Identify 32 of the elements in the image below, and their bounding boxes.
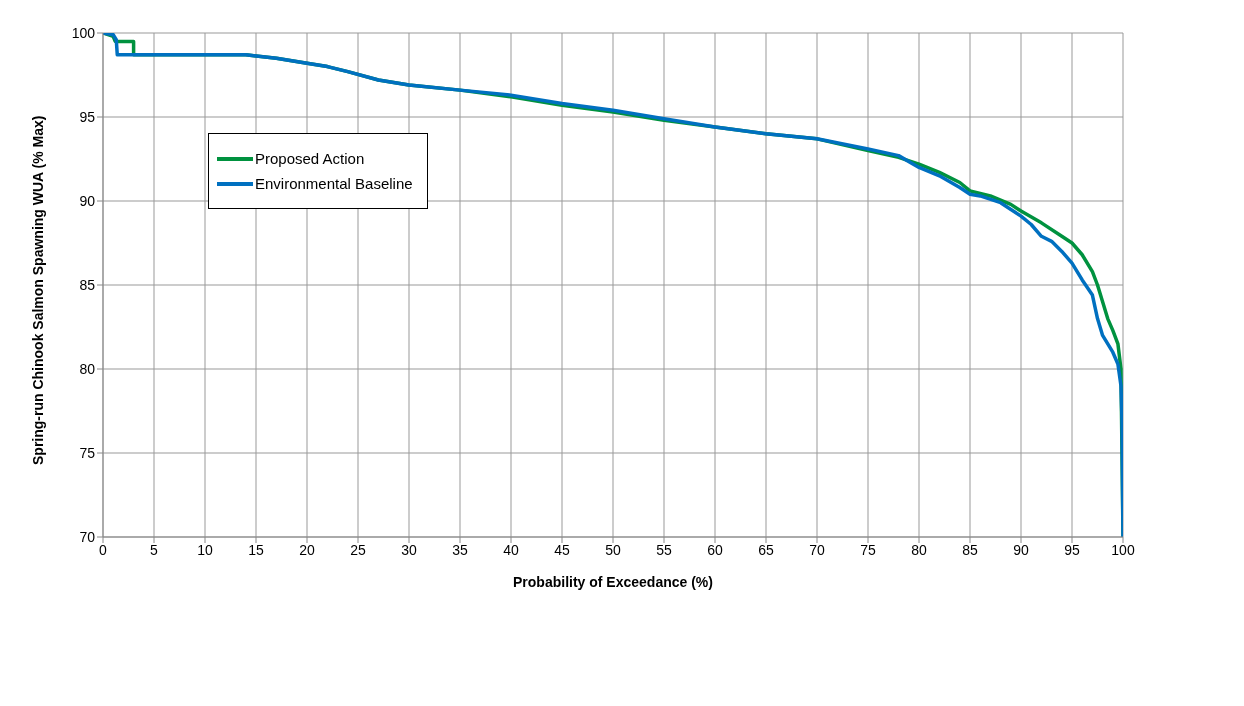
x-axis-title: Probability of Exceedance (%) (513, 574, 713, 590)
legend-label: Proposed Action (255, 150, 365, 167)
x-tick-label: 45 (554, 541, 570, 558)
x-tick-label: 20 (299, 541, 315, 558)
x-tick-label: 40 (503, 541, 519, 558)
x-tick-label: 100 (1111, 541, 1135, 558)
y-tick-label: 70 (79, 528, 96, 545)
x-tick-label: 30 (401, 541, 417, 558)
x-tick-label: 80 (911, 541, 927, 558)
x-tick-label: 70 (809, 541, 825, 558)
x-tick-label: 90 (1013, 541, 1029, 558)
y-tick-label: 90 (79, 192, 96, 209)
x-tick-label: 5 (150, 541, 159, 558)
y-tick-label: 80 (79, 360, 96, 377)
x-tick-label: 50 (605, 541, 621, 558)
x-tick-label: 95 (1064, 541, 1080, 558)
x-tick-label: 35 (452, 541, 468, 558)
x-tick-label: 60 (707, 541, 723, 558)
y-tick-label: 75 (79, 444, 96, 461)
y-tick-label: 100 (71, 24, 96, 41)
x-tick-label: 15 (248, 541, 264, 558)
y-tick-label: 95 (79, 108, 96, 125)
x-tick-label: 85 (962, 541, 978, 558)
x-tick-label: 25 (350, 541, 366, 558)
x-tick-label: 55 (656, 541, 672, 558)
y-axis-title: Spring-run Chinook Salmon Spawning WUA (% Max) (29, 115, 46, 465)
x-tick-label: 0 (99, 541, 108, 558)
legend-label: Environmental Baseline (255, 175, 413, 192)
y-tick-label: 85 (79, 276, 96, 293)
x-tick-label: 10 (197, 541, 213, 558)
x-tick-label: 65 (758, 541, 774, 558)
x-tick-label: 75 (860, 541, 876, 558)
